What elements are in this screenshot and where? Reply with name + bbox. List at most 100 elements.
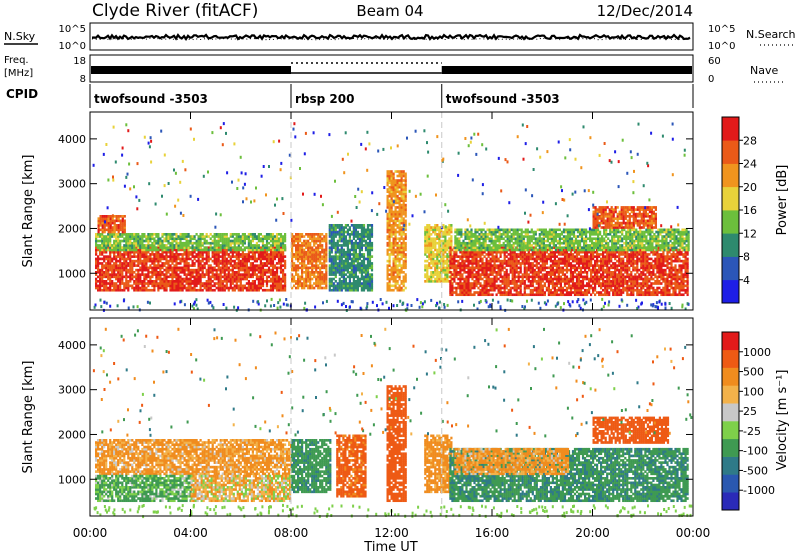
heatmap-cell [159, 257, 162, 261]
heatmap-cell [167, 268, 170, 272]
heatmap-cell [491, 255, 494, 258]
heatmap-cell [119, 275, 122, 279]
heatmap-cell [332, 228, 335, 232]
heatmap-cell [521, 293, 524, 297]
heatmap-cell [499, 293, 502, 297]
heatmap-cell [394, 275, 397, 279]
heatmap-cell [183, 266, 186, 270]
heatmap-cell [515, 293, 518, 297]
heatmap-cell [277, 282, 281, 285]
heatmap-cell [233, 266, 236, 270]
heatmap-cell [109, 266, 112, 270]
heatmap-cell [493, 284, 496, 288]
heatmap-cell [143, 284, 146, 288]
heatmap-cell [398, 199, 401, 203]
heatmap-cell [463, 284, 466, 288]
heatmap-cell [257, 268, 260, 272]
heatmap-cell [209, 275, 212, 279]
heatmap-cell [297, 282, 300, 285]
heatmap-cell [559, 284, 562, 288]
heatmap-cell [181, 246, 184, 250]
heatmap-cell [400, 199, 403, 203]
heatmap-cell [149, 259, 152, 263]
heatmap-cell [163, 273, 166, 276]
heatmap-cell [325, 282, 328, 285]
heatmap-cell [459, 257, 462, 261]
heatmap-cell [352, 250, 355, 254]
heatmap-cell [396, 185, 399, 189]
heatmap-cell [282, 288, 285, 292]
heatmap-cell [231, 239, 234, 243]
heatmap-cell [493, 271, 496, 274]
heatmap-cell [358, 250, 361, 254]
heatmap-cell [461, 282, 464, 285]
heatmap-cell [336, 244, 339, 247]
heatmap-cell [402, 233, 405, 236]
heatmap-cell [215, 275, 218, 279]
heatmap-cell [396, 275, 399, 279]
heatmap-cell [229, 264, 232, 267]
heatmap-cell [193, 255, 196, 258]
heatmap-cell [183, 253, 186, 256]
heatmap-cell [430, 257, 433, 261]
heatmap-cell [533, 277, 536, 281]
heatmap-cell [127, 257, 130, 261]
heatmap-cell [491, 268, 494, 272]
heatmap-cell [428, 280, 431, 283]
heatmap-cell [131, 244, 134, 247]
heatmap-cell [245, 235, 248, 238]
heatmap-cell [428, 264, 431, 267]
heatmap-cell [313, 275, 316, 279]
heatmap-cell [561, 266, 564, 270]
heatmap-cell [340, 282, 343, 285]
heatmap-cell [251, 255, 254, 258]
heatmap-cell [295, 237, 298, 241]
heatmap-cell [179, 266, 182, 270]
heatmap-cell [338, 233, 341, 236]
heatmap-cell [173, 288, 176, 292]
heatmap-cell [432, 237, 435, 241]
heatmap-cell [479, 284, 482, 288]
heatmap-cell [145, 282, 148, 285]
heatmap-cell [328, 235, 331, 238]
heatmap-cell [455, 253, 458, 256]
heatmap-cell [390, 208, 393, 211]
heatmap-cell [99, 224, 102, 227]
heatmap-cell [99, 284, 102, 288]
heatmap-cell [398, 228, 401, 232]
heatmap-cell [187, 250, 190, 254]
heatmap-cell [388, 188, 391, 191]
heatmap-cell [483, 264, 486, 267]
heatmap-cell [321, 248, 324, 252]
heatmap-cell [193, 250, 196, 254]
heatmap-cell [497, 266, 500, 270]
heatmap-cell [453, 257, 456, 261]
heatmap-cell [388, 257, 391, 261]
heatmap-cell [123, 221, 126, 225]
heatmap-cell [99, 235, 102, 238]
heatmap-cell [319, 255, 322, 258]
heatmap-cell [461, 255, 464, 258]
heatmap-cell [344, 282, 347, 285]
heatmap-cell [491, 250, 494, 254]
heatmap-cell [211, 273, 214, 276]
heatmap-cell [219, 259, 222, 263]
heatmap-cell [354, 259, 357, 263]
heatmap-cell [539, 250, 542, 254]
heatmap-cell [169, 241, 172, 245]
heatmap-cell [388, 268, 391, 272]
heatmap-cell [477, 271, 480, 274]
heatmap-cell [404, 286, 407, 290]
heatmap-cell [157, 233, 160, 236]
heatmap-cell [481, 291, 484, 294]
heatmap-cell [169, 248, 172, 252]
heatmap-cell [475, 266, 478, 270]
heatmap-cell [299, 282, 302, 285]
heatmap-cell [245, 275, 248, 279]
heatmap-cell [503, 282, 506, 285]
heatmap-cell [141, 248, 144, 252]
heatmap-cell [279, 244, 283, 247]
heatmap-cell [215, 273, 218, 276]
heatmap-cell [436, 253, 439, 256]
heatmap-cell [370, 268, 374, 272]
